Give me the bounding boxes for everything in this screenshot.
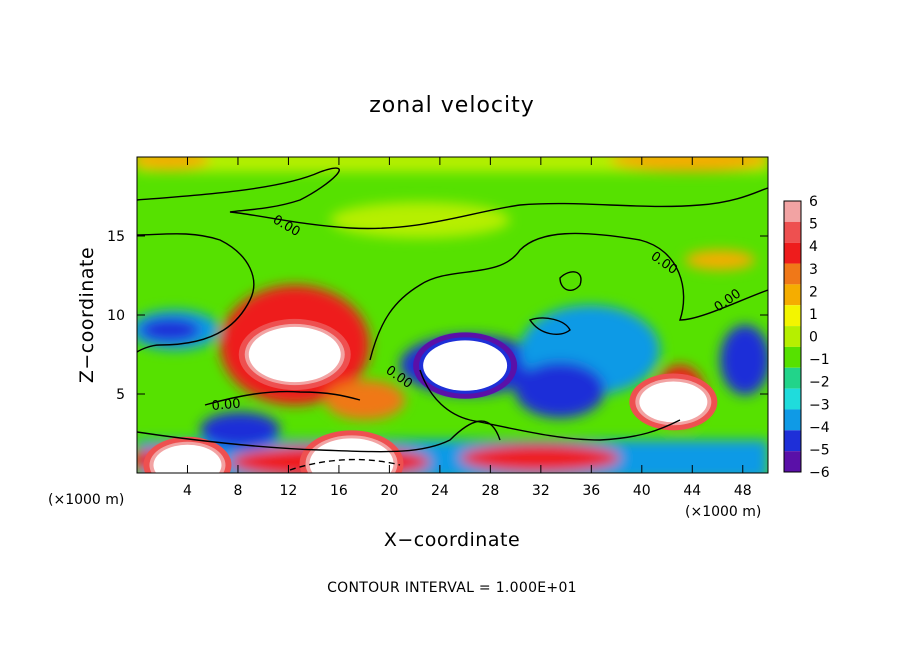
contour-line xyxy=(137,233,255,353)
contour-line-dashed xyxy=(289,458,401,471)
colorbar-frame xyxy=(783,200,802,473)
colorbar-swatch xyxy=(784,409,801,431)
x-tick-label: 48 xyxy=(734,483,752,499)
contour-line xyxy=(137,167,768,230)
colorbar-swatch xyxy=(784,346,801,368)
contour-line xyxy=(419,369,681,441)
y-axis-label: Z−coordinate xyxy=(76,247,98,383)
contour-line xyxy=(528,317,571,336)
contour-line xyxy=(559,271,582,292)
colorbar-label: −4 xyxy=(809,420,830,436)
colorbar-label: 3 xyxy=(809,262,818,278)
heatmap-field xyxy=(137,157,768,473)
colorbar-label: −5 xyxy=(809,442,830,458)
y-tick-label: 15 xyxy=(107,229,125,245)
colorbar-swatch xyxy=(784,367,801,389)
x-tick-label: 12 xyxy=(280,483,298,499)
contour-label: 0.00 xyxy=(211,397,241,414)
x-tick-label: 44 xyxy=(683,483,701,499)
y-tick-label: 10 xyxy=(107,308,125,324)
colorbar-label: 5 xyxy=(809,217,818,233)
x-tick-label: 36 xyxy=(582,483,600,499)
colorbar-swatch xyxy=(784,388,801,410)
y-axis-ticks: 5 10 15 xyxy=(107,229,768,403)
x-tick-label: 40 xyxy=(633,483,651,499)
colorbar-swatch xyxy=(784,451,801,472)
x-tick-label: 32 xyxy=(532,483,550,499)
contour-interval-note: CONTOUR INTERVAL = 1.000E+01 xyxy=(327,580,577,596)
colorbar-swatch xyxy=(784,284,801,306)
contour-line xyxy=(369,232,768,361)
colorbar-label: −1 xyxy=(809,352,830,368)
colorbar-label: 0 xyxy=(809,330,818,346)
x-tick-label: 20 xyxy=(380,483,398,499)
core-white xyxy=(639,381,708,423)
contour-line xyxy=(204,390,361,406)
contour-line xyxy=(137,420,501,453)
colorbar-swatch xyxy=(784,221,801,243)
chart-title: zonal velocity xyxy=(369,93,535,118)
core-white xyxy=(423,340,508,391)
core-white xyxy=(248,326,341,383)
core-white xyxy=(309,438,394,473)
colorbar-swatch xyxy=(784,305,801,327)
x-axis-ticks: 4 8 12 16 20 24 28 32 36 40 44 48 xyxy=(183,157,752,499)
colorbar-label: −6 xyxy=(809,465,830,481)
x-tick-label: 16 xyxy=(330,483,348,499)
zero-contours xyxy=(137,167,768,471)
colorbar-label: 2 xyxy=(809,284,818,300)
colorbar-swatch xyxy=(784,201,801,222)
x-tick-label: 4 xyxy=(183,483,192,499)
colorbar-swatch xyxy=(784,430,801,452)
saturated-cores xyxy=(143,318,718,473)
colorbar: 6 5 4 3 2 1 0 −1 −2 −3 −4 −5 −6 xyxy=(783,194,830,481)
colorbar-label: −2 xyxy=(809,375,830,391)
x-axis-label: X−coordinate xyxy=(384,529,520,551)
colorbar-label: 1 xyxy=(809,307,818,323)
core-white xyxy=(153,444,222,473)
colorbar-swatch xyxy=(784,242,801,264)
x-tick-label: 8 xyxy=(233,483,242,499)
colorbar-swatch xyxy=(784,263,801,285)
x-unit-left: (×1000 m) xyxy=(48,492,124,508)
colorbar-label: −3 xyxy=(809,397,830,413)
x-unit-right: (×1000 m) xyxy=(685,504,761,520)
colorbar-label: 4 xyxy=(809,239,818,255)
x-tick-label: 28 xyxy=(481,483,499,499)
x-tick-label: 24 xyxy=(431,483,449,499)
y-tick-label: 5 xyxy=(116,387,125,403)
colorbar-label: 6 xyxy=(809,194,818,210)
colorbar-swatch xyxy=(784,326,801,347)
